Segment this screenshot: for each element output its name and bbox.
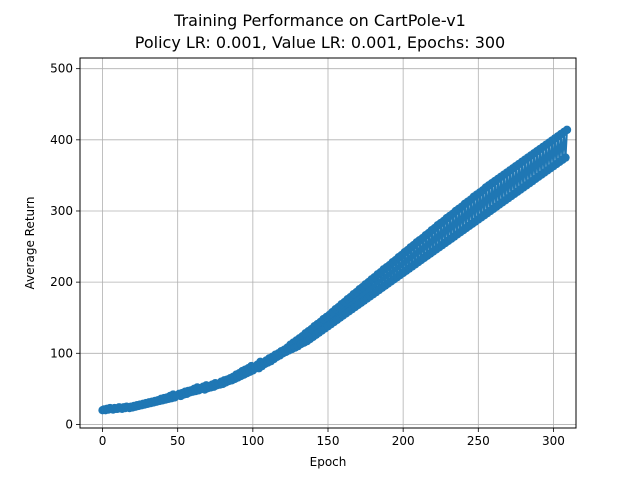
x-tick-label: 200 bbox=[392, 434, 415, 448]
x-tick-label: 150 bbox=[317, 434, 340, 448]
x-tick-label: 0 bbox=[99, 434, 107, 448]
x-tick-label: 100 bbox=[241, 434, 264, 448]
grid-lines bbox=[80, 58, 576, 428]
chart-title: Training Performance on CartPole-v1 bbox=[174, 11, 466, 30]
x-tick-label: 300 bbox=[542, 434, 565, 448]
data-point bbox=[562, 125, 572, 135]
x-axis-ticks: 0 50 100 150 200 250 300 bbox=[99, 428, 565, 448]
series-line bbox=[102, 129, 568, 412]
series-markers bbox=[98, 125, 572, 415]
y-axis-ticks: 0 100 200 300 400 500 bbox=[50, 62, 80, 431]
y-axis-label: Average Return bbox=[23, 197, 37, 290]
chart-subtitle: Policy LR: 0.001, Value LR: 0.001, Epoch… bbox=[134, 33, 506, 52]
y-tick-label: 500 bbox=[50, 62, 73, 76]
x-axis-label: Epoch bbox=[310, 455, 347, 469]
y-tick-label: 400 bbox=[50, 133, 73, 147]
y-tick-label: 300 bbox=[50, 204, 73, 218]
x-tick-label: 250 bbox=[467, 434, 490, 448]
y-tick-label: 200 bbox=[50, 275, 73, 289]
series-polyline bbox=[102, 129, 568, 412]
x-tick-label: 50 bbox=[170, 434, 185, 448]
data-point bbox=[561, 153, 570, 162]
y-tick-label: 100 bbox=[50, 346, 73, 360]
y-tick-label: 0 bbox=[65, 417, 73, 431]
